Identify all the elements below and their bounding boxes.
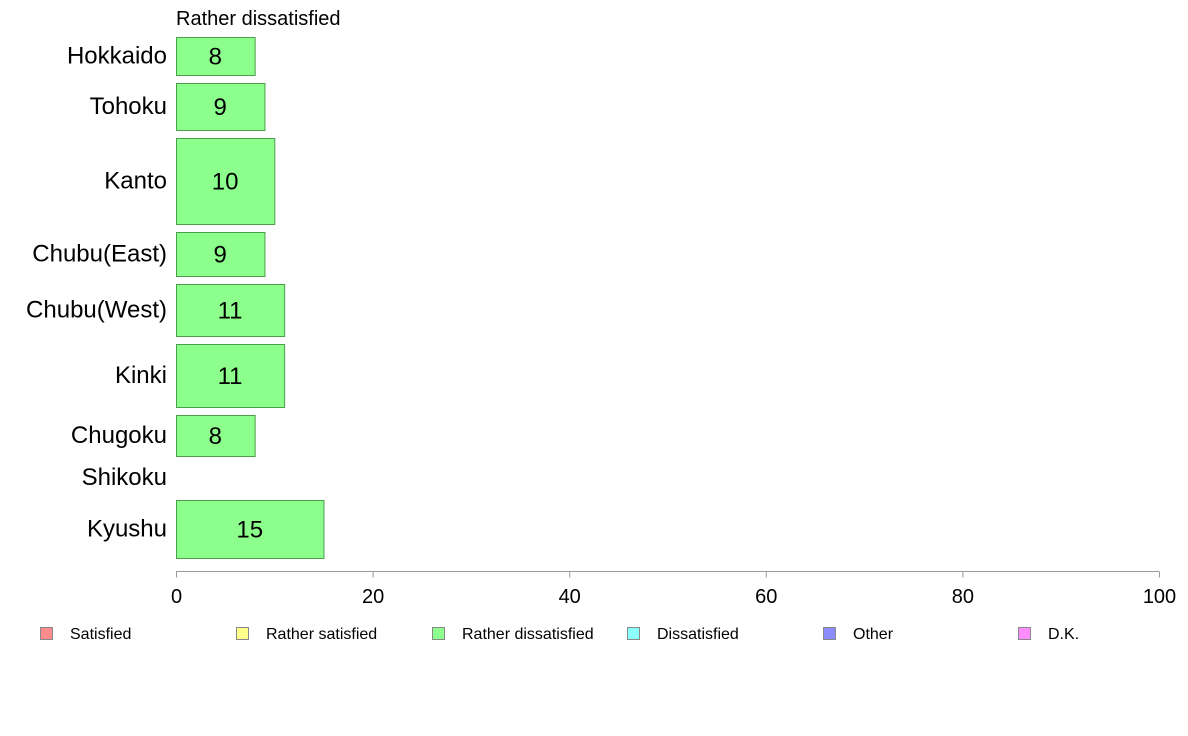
x-tick-label: 20 (362, 586, 384, 608)
legend: Satisfied Rather satisfied Rather dissatis… (40, 626, 1079, 643)
bar-value-label: 9 (214, 242, 227, 269)
bar-value-label: 9 (214, 94, 227, 121)
legend-item: Rather satisfied (236, 626, 377, 643)
category-label: Tohoku (90, 93, 167, 120)
x-tick-label: 0 (171, 586, 182, 608)
x-tick-label: 40 (559, 586, 581, 608)
legend-item: Other (823, 626, 894, 643)
legend-label: D.K. (1048, 626, 1079, 643)
category-label: Shikoku (82, 464, 167, 491)
bars-group: Hokkaido 8 Tohoku 9 Kanto 10 Chubu(East) 9 Chubu… (26, 37, 325, 559)
legend-item: Satisfied (40, 626, 131, 643)
legend-label: Rather dissatisfied (462, 626, 594, 643)
legend-label: Rather satisfied (266, 626, 377, 643)
chart-title: Rather dissatisfied (176, 8, 341, 30)
bar-value-label: 8 (209, 44, 222, 71)
bar (176, 344, 286, 408)
bar (176, 83, 266, 131)
legend-swatch (823, 627, 836, 640)
legend-label: Dissatisfied (657, 626, 739, 643)
legend-item: Dissatisfied (627, 626, 739, 643)
bar-value-label: 15 (236, 517, 263, 544)
bar-value-label: 11 (218, 363, 243, 390)
x-tick-label: 80 (952, 586, 974, 608)
legend-item: Rather dissatisfied (432, 626, 594, 643)
legend-swatch (236, 627, 249, 640)
category-label: Chubu(West) (26, 297, 167, 324)
bar (176, 37, 256, 76)
bar (176, 415, 256, 457)
x-axis: 0 20 40 60 80 100 (171, 571, 1176, 608)
legend-swatch (627, 627, 640, 640)
legend-label: Satisfied (70, 626, 131, 643)
bar-value-label: 11 (218, 298, 243, 325)
x-tick-label: 100 (1143, 586, 1176, 608)
legend-swatch (40, 627, 53, 640)
x-tick-label: 60 (755, 586, 777, 608)
category-label: Kyushu (87, 516, 167, 543)
category-label: Chubu(East) (32, 241, 167, 268)
legend-item: D.K. (1018, 626, 1079, 643)
bar-value-label: 8 (209, 423, 222, 450)
bar (176, 500, 325, 559)
bar-value-label: 10 (212, 169, 239, 196)
legend-label: Other (853, 626, 894, 643)
legend-swatch (432, 627, 445, 640)
category-label: Kinki (115, 362, 167, 389)
category-label: Kanto (104, 168, 167, 195)
bar (176, 138, 276, 225)
bar (176, 284, 286, 337)
category-label: Hokkaido (67, 43, 167, 70)
legend-swatch (1018, 627, 1031, 640)
category-label: Chugoku (71, 422, 167, 449)
bar (176, 232, 266, 277)
